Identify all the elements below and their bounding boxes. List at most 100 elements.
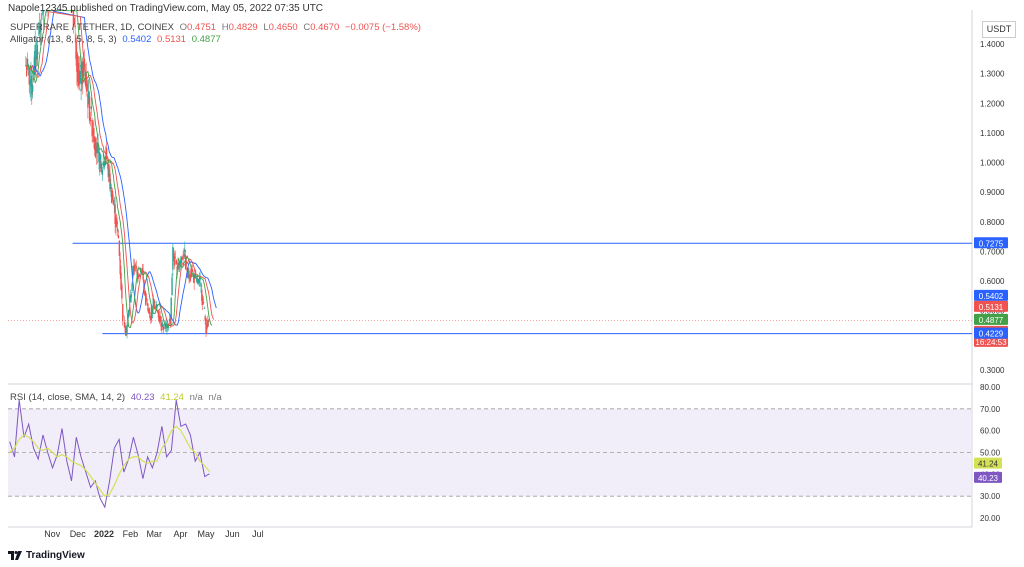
candle-body [119, 259, 121, 275]
rsi-legend[interactable]: RSI (14, close, SMA, 14, 2) 40.23 41.24 … [10, 392, 222, 403]
candle-body [92, 128, 94, 135]
candle-body [115, 218, 117, 227]
candle-body [26, 65, 28, 76]
rsi-label[interactable]: RSI (14, close, SMA, 14, 2) [10, 392, 126, 403]
symbol-legend[interactable]: SUPERRARE / TETHER, 1D, COINEX O0.4751 H… [10, 22, 421, 33]
price-tick-label: 1.3000 [980, 70, 1005, 79]
candle-body [148, 308, 150, 314]
horizontal-lines[interactable] [8, 242, 972, 335]
candle-body [39, 23, 41, 33]
candle-body [88, 96, 91, 121]
rsi-value: 40.23 [130, 392, 155, 403]
candle-body [85, 73, 87, 89]
symbol-name[interactable]: SUPERRARE / TETHER, 1D, COINEX [10, 22, 174, 33]
price-tick-label: 0.8000 [980, 218, 1005, 227]
price-tick-label: 0.7000 [980, 247, 1005, 256]
tradingview-brand: TradingView [26, 550, 85, 561]
candle-body [207, 320, 209, 327]
candle-body [162, 324, 164, 327]
candle-body [140, 271, 143, 273]
price-tick-label: 0.6000 [980, 277, 1005, 286]
candle-body [196, 278, 199, 284]
candle-body [180, 257, 183, 264]
time-axis[interactable]: Nov Dec 2022 Feb Mar Apr May Jun Jul [44, 529, 263, 539]
candle-body [76, 53, 78, 72]
time-tick-label: Apr [174, 529, 188, 539]
candle-body [41, 10, 43, 11]
candle-body [142, 270, 144, 280]
time-tick-label: 2022 [94, 529, 114, 539]
time-tick-label: Jun [225, 529, 240, 539]
candle-body [194, 273, 196, 279]
candlestick-series [25, 10, 211, 339]
candle-body [173, 256, 176, 266]
candle-body [201, 298, 204, 306]
candle-body [198, 278, 200, 284]
candle-body [151, 310, 154, 314]
candle-body [154, 301, 156, 303]
support-tag-bg [974, 327, 1008, 339]
candle-body [107, 163, 109, 178]
candle-body [203, 307, 206, 309]
time-tick-label: Jul [252, 529, 264, 539]
change-value: −0.0075 (−1.58%) [344, 22, 421, 33]
rsi-rsi-tag-label: 40.23 [978, 474, 999, 483]
candle-body [40, 26, 42, 30]
candle-body [170, 297, 172, 320]
alligator-lines [27, 9, 217, 328]
candle-body [184, 255, 187, 270]
candle-body [161, 323, 163, 331]
candle-body [167, 326, 170, 328]
candle-body [99, 156, 101, 173]
candle-body [103, 163, 105, 169]
price-tick-label: 1.2000 [980, 99, 1005, 108]
candle-body [185, 261, 188, 264]
candle-body [94, 137, 97, 158]
teeth-line [29, 11, 215, 327]
candle-body [35, 56, 37, 61]
tradingview-footer[interactable]: TradingView [8, 550, 85, 561]
price-tick-label: 1.0000 [980, 159, 1005, 168]
candle-body [93, 128, 95, 142]
alligator-legend[interactable]: Alligator (13, 8, 5, 8, 5, 3) 0.5402 0.5… [10, 34, 221, 45]
candle-body [143, 279, 145, 289]
candle-body [109, 173, 111, 190]
candle-body [193, 273, 195, 284]
rsi-na-2: n/a [208, 392, 222, 403]
candle-body [37, 51, 39, 55]
candle-body [32, 77, 35, 81]
candle-body [123, 321, 126, 328]
candle-body [191, 269, 194, 273]
candle-body [190, 271, 193, 277]
jaw-value: 0.5402 [122, 34, 152, 45]
candle-body [157, 311, 160, 318]
candle-body [169, 318, 172, 324]
rsi-band-fill [8, 408, 972, 497]
candle-body [183, 253, 185, 257]
candle-body [171, 277, 173, 296]
currency-button[interactable]: USDT [982, 21, 1016, 38]
resistance-tag-label: 0.7275 [979, 239, 1004, 248]
candle-body [133, 264, 136, 271]
price-tick-label: 0.9000 [980, 188, 1005, 197]
candle-body [125, 329, 127, 336]
candle-body [117, 235, 120, 239]
jaw-line [32, 10, 217, 326]
rsi-sma-tag-label: 41.24 [978, 460, 999, 469]
candle-body [74, 25, 76, 28]
candle-body [184, 249, 186, 252]
rsi-tick-label: 30.00 [980, 492, 1001, 501]
candle-body [190, 273, 192, 279]
candle-body [141, 267, 143, 273]
candle-body [28, 70, 30, 85]
candle-body [128, 307, 131, 312]
candle-body [124, 325, 126, 333]
lips-line [27, 9, 213, 328]
candle-body [106, 159, 109, 161]
candle-body [30, 68, 32, 87]
candle-body [135, 266, 138, 269]
candle-body [120, 272, 122, 290]
alligator-label[interactable]: Alligator (13, 8, 5, 8, 5, 3) [10, 34, 117, 45]
